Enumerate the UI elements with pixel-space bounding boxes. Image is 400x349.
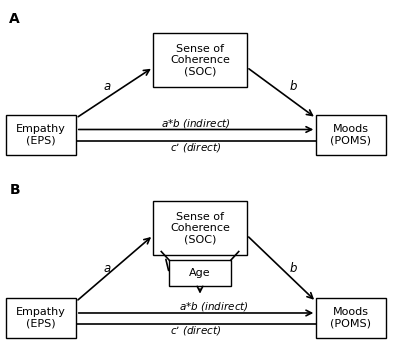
Text: b: b (290, 80, 297, 93)
Text: $c$’ (direct): $c$’ (direct) (170, 325, 222, 337)
Text: Moods
(POMS): Moods (POMS) (330, 124, 372, 146)
FancyBboxPatch shape (153, 201, 247, 255)
Text: $a$*$b$ (indirect): $a$*$b$ (indirect) (179, 300, 249, 313)
Text: Moods
(POMS): Moods (POMS) (330, 307, 372, 329)
Text: a: a (103, 262, 110, 275)
FancyBboxPatch shape (153, 34, 247, 87)
Text: b: b (290, 262, 297, 275)
Text: Empathy
(EPS): Empathy (EPS) (16, 307, 66, 329)
FancyBboxPatch shape (6, 115, 76, 155)
Text: A: A (9, 12, 20, 26)
FancyBboxPatch shape (6, 298, 76, 338)
Text: Age: Age (189, 268, 211, 278)
Text: Sense of
Coherence
(SOC): Sense of Coherence (SOC) (170, 211, 230, 245)
FancyBboxPatch shape (316, 298, 386, 338)
Text: Sense of
Coherence
(SOC): Sense of Coherence (SOC) (170, 44, 230, 77)
FancyBboxPatch shape (316, 115, 386, 155)
Text: a: a (103, 80, 110, 93)
FancyBboxPatch shape (169, 260, 231, 286)
Text: Empathy
(EPS): Empathy (EPS) (16, 124, 66, 146)
Text: $a$*$b$ (indirect): $a$*$b$ (indirect) (161, 117, 231, 130)
Text: $c$’ (direct): $c$’ (direct) (170, 141, 222, 154)
Text: B: B (9, 183, 20, 197)
